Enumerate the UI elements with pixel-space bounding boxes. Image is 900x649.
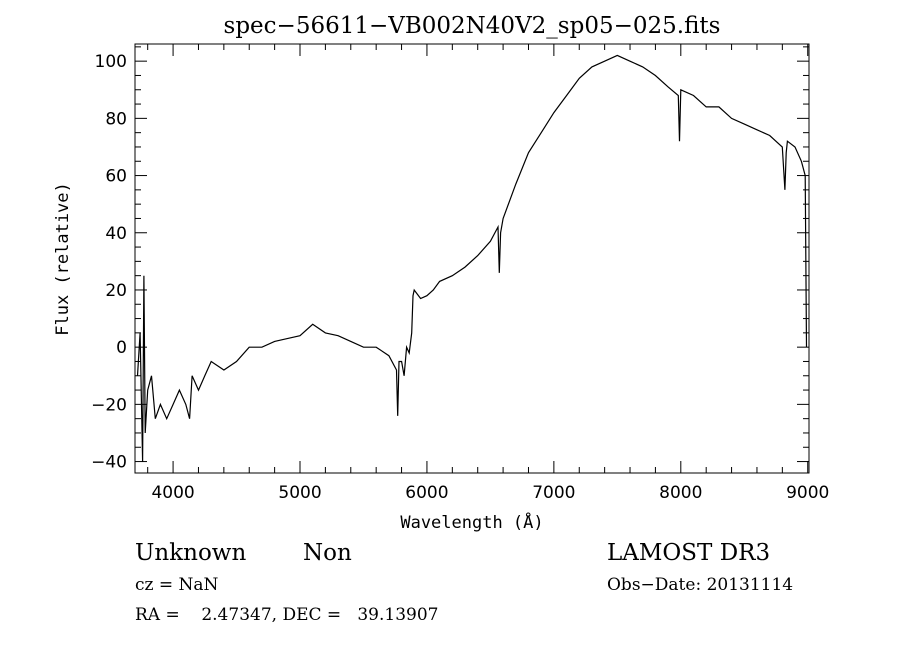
coordinates-label: RA = 2.47347, DEC = 39.13907: [135, 605, 438, 625]
x-tick-label: 5000: [278, 483, 321, 503]
y-tick-label: −40: [91, 453, 127, 473]
y-tick-label: 40: [105, 224, 127, 244]
x-tick-label: 6000: [405, 483, 448, 503]
survey-label: LAMOST DR3: [607, 540, 770, 566]
classification-label: Unknown: [135, 540, 246, 566]
x-tick-label: 4000: [151, 483, 194, 503]
x-tick-label: 7000: [532, 483, 575, 503]
x-axis-tick-labels: 4000 5000 6000 7000 8000 9000: [151, 483, 829, 503]
chart-title: spec−56611−VB002N40V2_sp05−025.fits: [224, 13, 721, 39]
y-axis-label: Flux (relative): [53, 182, 73, 336]
y-axis-tick-labels: −40 −20 0 20 40 60 80 100: [91, 52, 127, 472]
x-tick-label: 8000: [659, 483, 702, 503]
y-tick-label: 20: [105, 281, 127, 301]
y-tick-label: −20: [91, 395, 127, 415]
y-tick-label: 60: [105, 167, 127, 187]
y-axis-ticks: [135, 46, 809, 463]
x-axis-ticks: [147, 44, 809, 473]
y-tick-label: 80: [105, 109, 127, 129]
obs-date-label: Obs−Date: 20131114: [607, 575, 793, 595]
spectrum-series-line: [136, 54, 808, 462]
x-tick-label: 9000: [786, 483, 829, 503]
plot-frame: [134, 43, 810, 474]
subclass-label: Non: [303, 540, 352, 566]
y-tick-label: 0: [116, 338, 127, 358]
x-axis-label: Wavelength (Å): [400, 511, 543, 533]
redshift-label: cz = NaN: [135, 575, 219, 595]
y-tick-label: 100: [95, 52, 127, 72]
